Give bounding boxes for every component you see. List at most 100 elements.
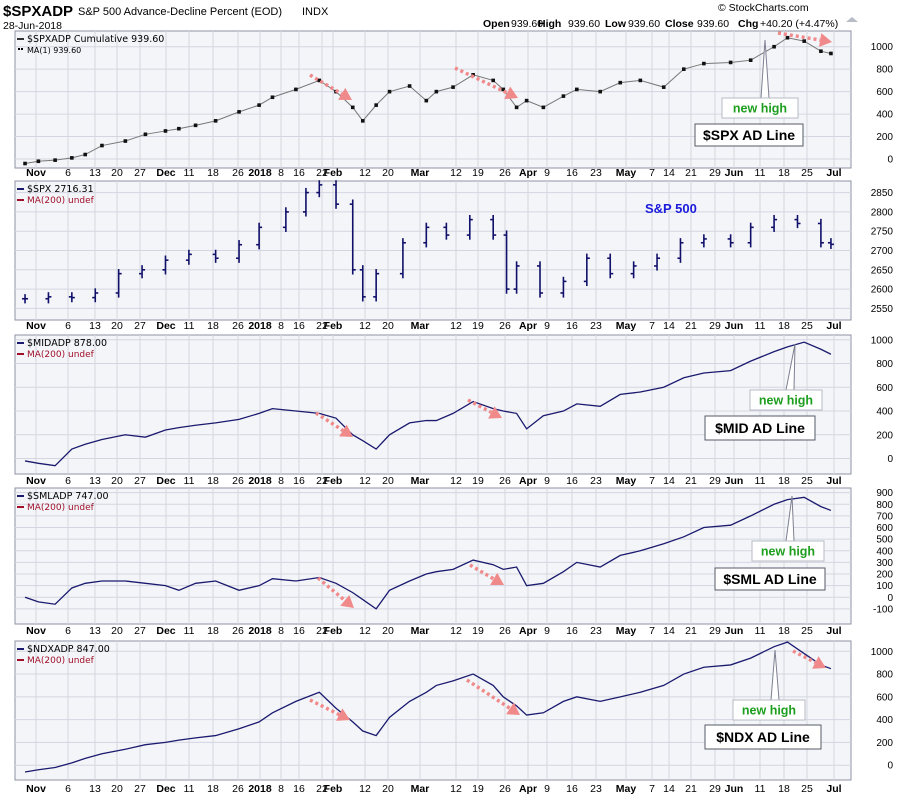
y-tick-label: 200 (876, 430, 893, 441)
x-tick-label: 25 (801, 783, 813, 795)
x-tick-label: 9 (544, 167, 550, 179)
data-point (661, 85, 666, 89)
data-point (213, 119, 218, 123)
new-high-box (749, 389, 823, 411)
trend-arrow-head (339, 424, 353, 437)
x-tick-label: 11 (755, 167, 766, 179)
header-exchange: INDX (302, 6, 329, 18)
x-tick-label: 9 (544, 475, 550, 487)
x-tick-label: 29 (709, 783, 721, 795)
data-point (728, 60, 733, 65)
series-line (24, 641, 832, 773)
new-high-box (751, 540, 825, 562)
x-tick-label: 18 (778, 625, 790, 637)
x-tick-label: 16 (566, 320, 578, 332)
x-tick-label: 6 (65, 167, 71, 179)
x-tick-label: 11 (184, 783, 195, 795)
data-point (177, 126, 181, 131)
x-tick-label: Feb (324, 625, 343, 637)
x-tick-label: 27 (134, 783, 146, 795)
header-name: S&P 500 Advance-Decline Percent (EOD) (78, 6, 282, 18)
x-tick-label: 18 (207, 475, 219, 487)
x-tick-label: 26 (499, 625, 511, 637)
x-tick-label: 18 (778, 475, 790, 487)
data-point (702, 61, 706, 66)
x-tick-label: 14 (663, 625, 675, 637)
open-value: 939.60 (511, 18, 543, 30)
x-tick-label: 11 (755, 625, 766, 637)
data-point (374, 103, 378, 107)
x-tick-label: 6 (65, 783, 71, 795)
x-tick-label: 26 (499, 783, 511, 795)
x-tick-label: 16 (293, 625, 305, 637)
close-value: 939.60 (697, 18, 729, 30)
y-tick-label: 600 (876, 523, 893, 534)
y-tick-label: 2750 (871, 227, 894, 238)
data-point (501, 87, 506, 92)
x-tick-label: 22 (316, 625, 328, 637)
y-tick-label: 900 (876, 488, 893, 499)
trend-arrow (309, 73, 343, 96)
data-point (524, 98, 529, 103)
x-tick-label: Jul (826, 475, 841, 487)
legend-ma-label: MA(200) undef (27, 196, 95, 206)
x-tick-label: 29 (709, 475, 721, 487)
new-high-label: new high (733, 102, 787, 116)
x-tick-label: Jun (725, 320, 744, 332)
x-tick-label: 12 (359, 320, 371, 332)
x-tick-label: Nov (26, 320, 46, 332)
data-point (294, 87, 298, 92)
x-tick-label: 14 (663, 783, 675, 795)
x-tick-label: 21 (685, 167, 697, 179)
data-point (360, 119, 365, 123)
x-tick-label: Jun (725, 625, 744, 637)
data-point (802, 39, 806, 43)
x-tick-label: 16 (566, 167, 578, 179)
x-tick-label: Mar (411, 783, 430, 795)
trend-arrow (467, 398, 493, 414)
x-tick-label: 8 (278, 475, 284, 487)
x-tick-label: 9 (544, 320, 550, 332)
chg-value: +40.20 (+4.47%) (760, 18, 838, 30)
high-value: 939.60 (568, 18, 600, 30)
panel-spx-ad: 0 200 400 600 800 1000 $SPXADP Cumulative 939.… (14, 30, 893, 179)
x-tick-label: 16 (293, 475, 305, 487)
x-tick-label: 6 (65, 475, 71, 487)
x-tick-label: 29 (709, 320, 721, 332)
x-tick-label: Mar (411, 320, 430, 332)
x-tick-label: 20 (382, 167, 394, 179)
y-tick-label: 700 (876, 511, 893, 522)
ad-line-label-box (714, 567, 826, 591)
x-tick-label: May (616, 625, 637, 637)
x-tick-label: 11 (184, 475, 195, 487)
data-point (682, 67, 686, 71)
x-tick-label: Jul (826, 625, 841, 637)
x-tick-label: 25 (801, 320, 813, 332)
data-point (350, 105, 355, 110)
x-tick-label: Nov (26, 625, 46, 637)
x-tick-label: 6 (65, 320, 71, 332)
trend-arrow (315, 411, 344, 432)
x-tick-label: 7 (649, 783, 655, 795)
x-tick-label: Mar (411, 475, 430, 487)
scroll-up-icon[interactable] (846, 17, 858, 22)
trend-arrow-head (336, 708, 350, 721)
data-point (541, 105, 546, 110)
x-tick-label: 26 (232, 320, 244, 332)
x-tick-label: 18 (778, 783, 790, 795)
panel-frame (14, 487, 852, 625)
x-tick-label: Feb (324, 783, 343, 795)
x-tick-label: 29 (709, 625, 721, 637)
x-tick-label: Apr (519, 320, 537, 332)
x-tick-label: 27 (134, 167, 146, 179)
y-tick-label: 400 (876, 546, 893, 557)
legend-label: $MIDADP 878.00 (27, 338, 107, 349)
trend-arrow-head (488, 406, 502, 419)
panel-frame (14, 334, 852, 475)
trend-arrow (792, 649, 817, 665)
x-tick-label: 26 (499, 167, 511, 179)
x-tick-label: Nov (26, 167, 46, 179)
data-point (434, 89, 439, 94)
sp500-label: S&P 500 (645, 201, 697, 216)
